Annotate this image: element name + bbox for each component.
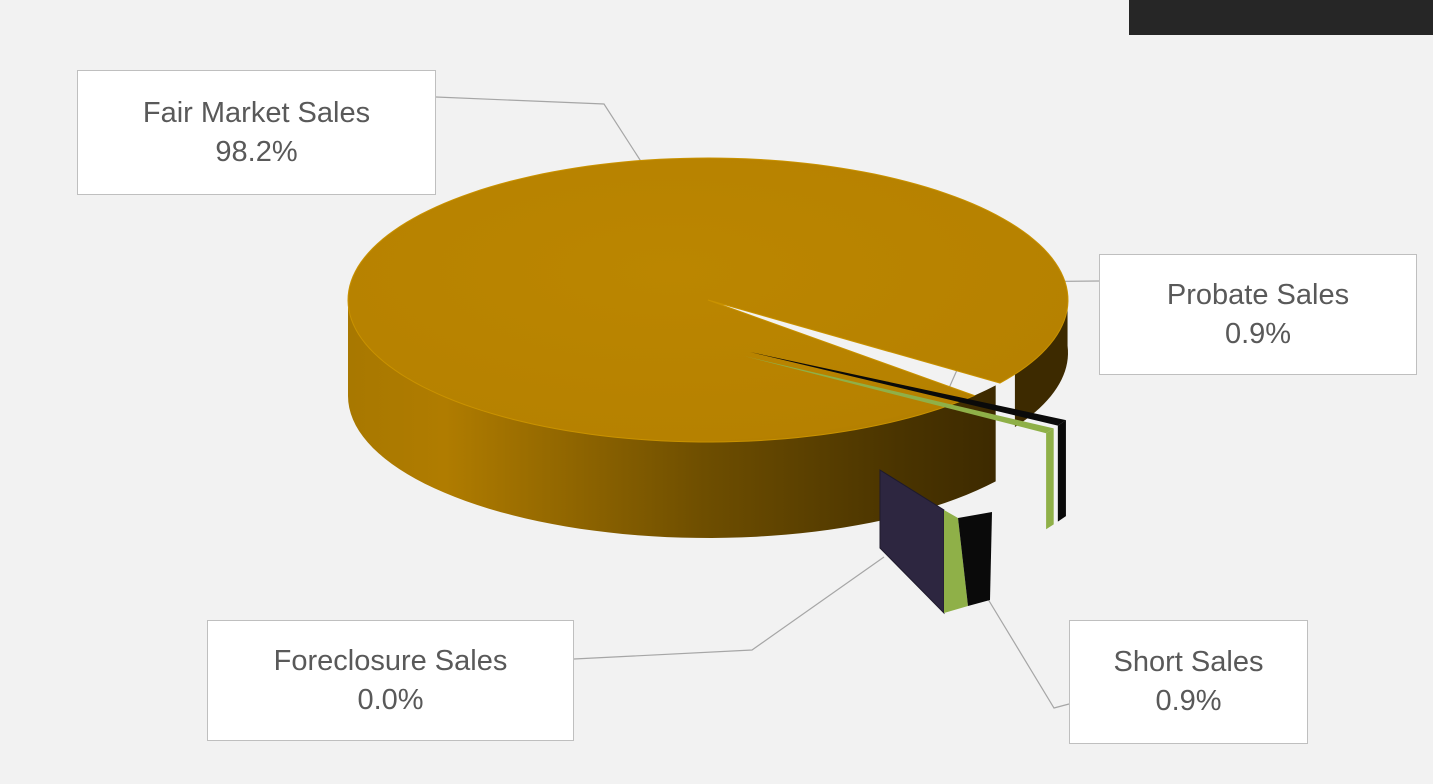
data-label-probate: Probate Sales 0.9% (1099, 254, 1417, 375)
data-label-foreclosure: Foreclosure Sales 0.0% (207, 620, 574, 741)
data-label-short: Short Sales 0.9% (1069, 620, 1308, 744)
label-name: Probate Sales (1166, 278, 1350, 311)
slice-probate (750, 352, 1066, 522)
label-value: 0.9% (1155, 685, 1222, 717)
slice-short (744, 356, 1054, 530)
slice-fair-market-side (348, 300, 996, 538)
slice-short-face (944, 510, 968, 613)
label-name: Foreclosure Sales (273, 644, 508, 677)
label-value: 98.2% (215, 135, 298, 168)
corner-tab (1129, 0, 1433, 35)
label-value: 0.9% (1224, 317, 1292, 350)
data-label-fair-market: Fair Market Sales 98.2% (77, 70, 436, 195)
label-value: 0.0% (357, 683, 424, 716)
pie-slices (347, 157, 1069, 615)
slice-fair-market-side-right (1014, 292, 1068, 428)
label-name: Short Sales (1113, 646, 1264, 678)
leader-line-foreclosure (573, 556, 885, 660)
label-name: Fair Market Sales (142, 96, 371, 129)
slice-probate-face (958, 512, 992, 606)
slice-fair-market (347, 157, 1069, 443)
